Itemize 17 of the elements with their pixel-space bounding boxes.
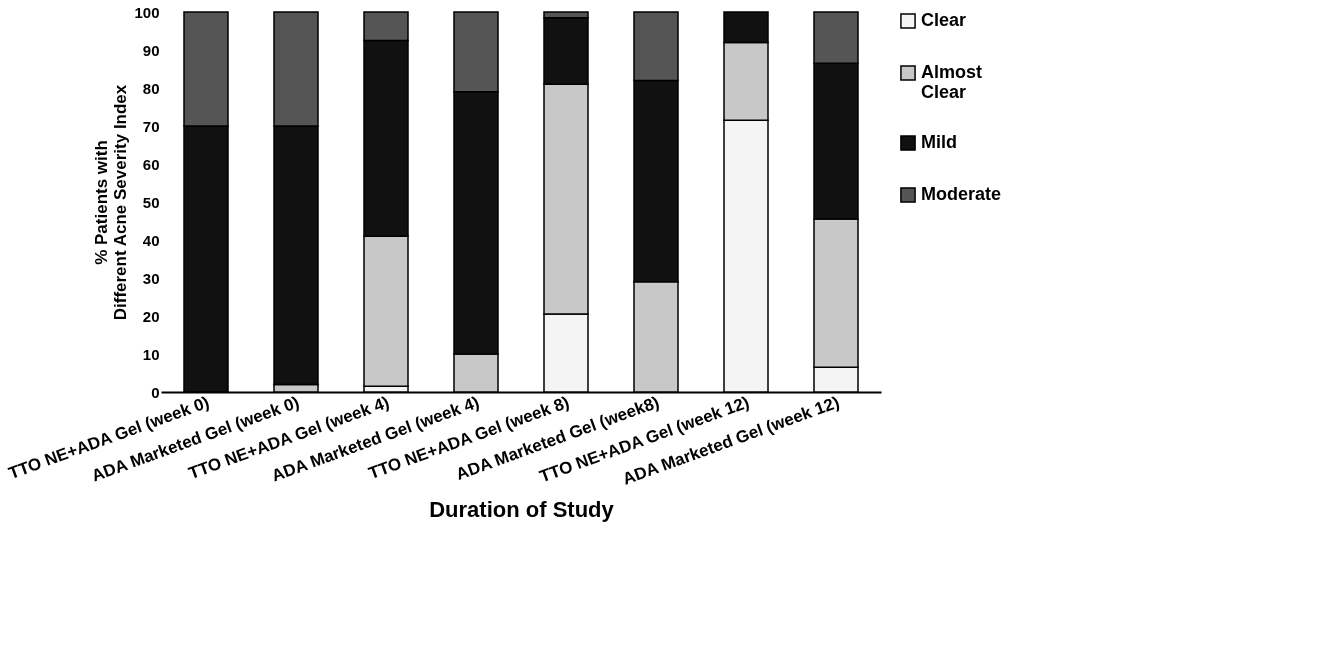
y-axis-title: % Patients with Different Acne Severity Index: [92, 84, 131, 321]
x-axis-title: Duration of Study: [429, 496, 615, 522]
y-tick-label: 50: [142, 193, 160, 211]
y-tick-label: 0: [151, 383, 160, 401]
y-tick-label: 20: [142, 307, 160, 325]
y-tick-label: 30: [142, 269, 160, 287]
legend-label: Mild: [921, 132, 957, 152]
y-tick-label: 100: [134, 3, 160, 21]
y-tick-label: 40: [142, 231, 160, 249]
legend-label: Moderate: [921, 184, 1002, 204]
y-tick-label: 10: [142, 345, 160, 363]
y-tick-label: 80: [142, 79, 160, 97]
legend-label: Almost Clear: [921, 62, 983, 102]
y-tick-label: 70: [142, 117, 160, 135]
y-tick-label: 60: [142, 155, 160, 173]
y-tick-label: 90: [142, 41, 160, 59]
legend-label: Clear: [921, 10, 967, 30]
